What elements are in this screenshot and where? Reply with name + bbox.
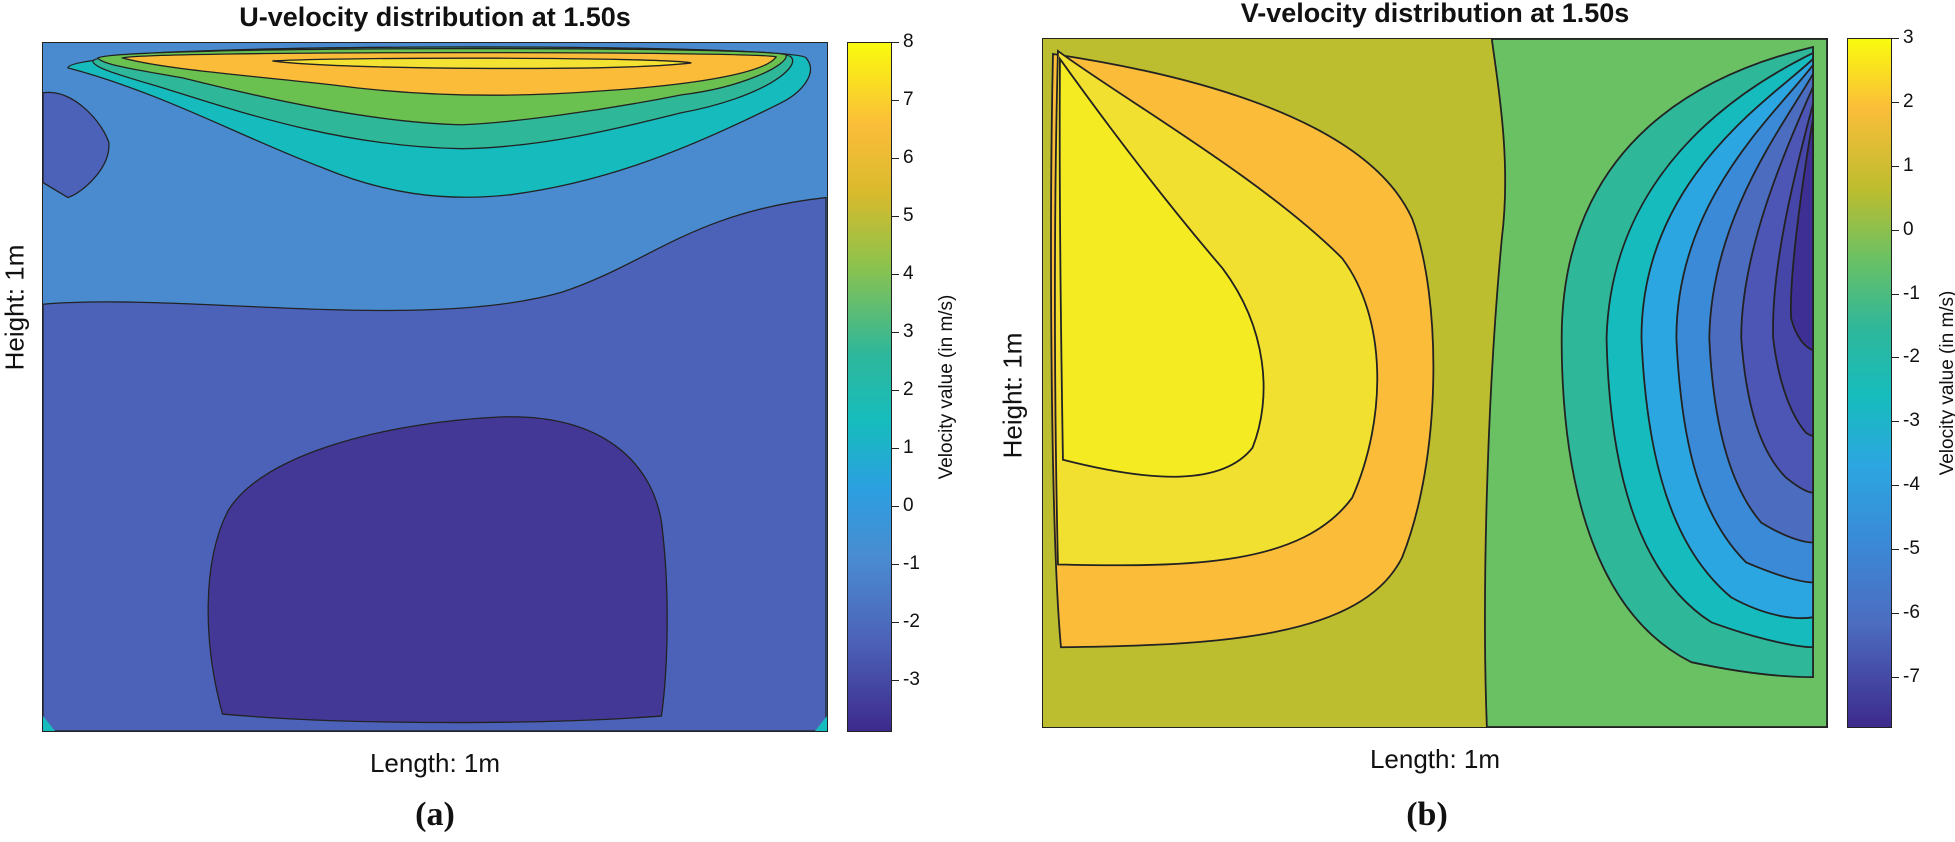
colorbar-tick-label: -7: [1892, 665, 1920, 687]
colorbar-label-a: Velocity value (in m/s): [936, 294, 957, 480]
colorbar-tick-label: 0: [892, 494, 914, 516]
colorbar-tick-label: 3: [1892, 27, 1914, 48]
contour-region-a-corner-bl: [43, 716, 55, 731]
colorbar-tick-label: 6: [892, 146, 914, 168]
contour-plot-b: [1042, 38, 1828, 728]
colorbar-ticks-a: 8 7 6 5 4 3 2 1 0 -1 -2 -3: [892, 31, 943, 732]
contour-region-a-lower-core: [207, 416, 668, 724]
contour-region-b-left-core: [1058, 56, 1265, 478]
colorbar-tick-label: 1: [1892, 154, 1914, 176]
contour-plot-a: [42, 42, 828, 732]
colorbar-tick-label: 3: [892, 320, 914, 342]
colorbar-tick-label: -3: [1892, 410, 1920, 432]
contour-region-a-core-max: [272, 57, 692, 70]
colorbar-tick-label: 8: [892, 31, 914, 52]
colorbar-tick-label: -4: [1892, 474, 1920, 496]
colorbar-a: [847, 42, 892, 732]
colorbar-label-b: Velocity value (in m/s): [1937, 290, 1955, 476]
caption-b: (b): [1406, 796, 1448, 833]
colorbar-tick-label: 4: [892, 262, 914, 284]
colorbar-tick-label: 5: [892, 204, 914, 226]
colorbar-tick-label: -1: [892, 552, 920, 574]
y-axis-label-b: Height: 1m: [997, 332, 1028, 459]
colorbar-tick-label: 1: [892, 436, 914, 458]
contour-region-b-core-min: [1789, 118, 1814, 352]
contour-region-a-corner-br: [815, 716, 827, 731]
colorbar-ticks-b: 3 2 1 0 -1 -2 -3 -4 -5 -6 -7: [1892, 27, 1943, 728]
colorbar-tick-label: 2: [1892, 90, 1914, 112]
x-axis-label-a: Length: 1m: [369, 748, 501, 778]
y-axis-label-a: Height: 1m: [0, 244, 30, 371]
colorbar-tick-label: -3: [892, 668, 920, 690]
colorbar-tick-label: -6: [1892, 602, 1920, 623]
colorbar-tick-label: -5: [1892, 538, 1920, 560]
chart-panel-b: V-velocity distribution at 1.50s Height:…: [980, 0, 1955, 842]
x-axis-label-b: Length: 1m: [1369, 744, 1501, 774]
colorbar-b: [1847, 38, 1892, 728]
contour-region-a-corner-left: [43, 91, 110, 199]
colorbar-tick-label: -1: [1892, 282, 1920, 304]
colorbar-tick-label: -2: [892, 610, 920, 632]
chart-title-a: U-velocity distribution at 1.50s: [239, 2, 631, 32]
caption-a: (a): [415, 796, 455, 833]
colorbar-tick-label: -2: [1892, 346, 1920, 368]
colorbar-tick-label: 2: [892, 378, 914, 400]
chart-panel-a: U-velocity distribution at 1.50s Height:…: [0, 2, 957, 833]
chart-title-b: V-velocity distribution at 1.50s: [1240, 0, 1630, 28]
colorbar-tick-label: 7: [892, 88, 914, 110]
colorbar-tick-label: 0: [1892, 218, 1914, 240]
